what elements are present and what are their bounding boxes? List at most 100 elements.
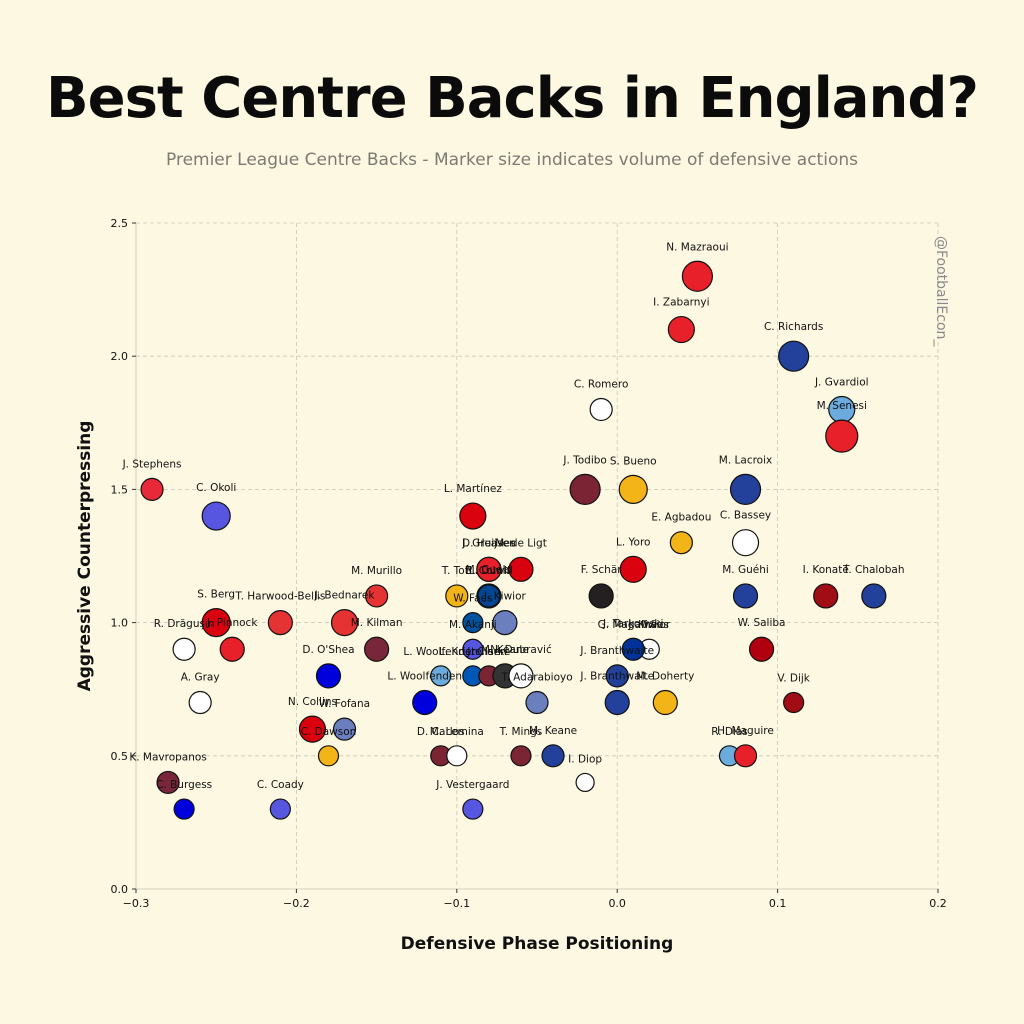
data-point-label: C. Romero	[574, 378, 628, 390]
data-point	[412, 689, 438, 716]
data-point-label: N. Collins	[288, 696, 337, 708]
data-point	[508, 556, 534, 582]
data-point	[748, 636, 775, 662]
data-point	[621, 637, 645, 661]
data-point-label: S. Bueno	[610, 455, 657, 467]
data-point-label: M. Guéhi	[466, 564, 513, 576]
chart-title: Best Centre Backs in England?	[46, 66, 979, 131]
data-point-label: J. Gvardiol	[814, 376, 869, 388]
y-tick-label: 2.5	[111, 217, 129, 230]
data-point	[669, 531, 693, 555]
data-point	[589, 397, 613, 422]
data-point	[365, 584, 389, 608]
data-point	[525, 690, 549, 715]
data-point	[588, 583, 614, 609]
data-point	[618, 474, 648, 504]
data-point	[733, 744, 758, 768]
data-point	[605, 664, 629, 688]
data-point	[269, 798, 291, 820]
data-point	[446, 745, 468, 767]
data-point-label: M. Murillo	[351, 565, 402, 577]
data-point-label: T. Mings	[499, 726, 543, 738]
data-point	[462, 798, 484, 820]
data-point-label: M. Senesi	[817, 400, 867, 412]
y-tick-label: 0.0	[111, 883, 129, 896]
data-point	[445, 584, 469, 608]
data-point	[477, 584, 501, 608]
data-point-label: L. Yoro	[616, 536, 650, 548]
data-point-label: J. Tarkowski	[602, 618, 663, 630]
chart-subtitle: Premier League Centre Backs - Marker siz…	[166, 150, 858, 170]
data-point	[652, 689, 678, 716]
data-point	[778, 340, 810, 372]
data-point-label: D. Carlos	[417, 726, 465, 738]
data-point	[219, 636, 245, 662]
data-point	[731, 529, 760, 557]
data-point-label: M. Guéhi	[722, 564, 769, 576]
data-point-label: N. Mazraoui	[666, 241, 728, 253]
data-point-label: J. Clarke	[466, 646, 510, 658]
data-point-label: T. Adarabioyo	[500, 672, 572, 684]
data-point	[667, 315, 695, 344]
data-point	[317, 745, 340, 767]
data-point-label: L. Kristensen	[439, 646, 507, 658]
x-tick-label: −0.1	[443, 897, 470, 910]
data-point-label: H. Maguire	[717, 725, 774, 737]
tick-labels: −0.3 −0.2 −0.1 0.0 0.1 0.2 0.0 0.5 1.0 1.5 2.0 2.5	[111, 217, 947, 910]
data-point-label: C. Burgess	[156, 779, 212, 791]
data-point-label: J. Kiwior	[483, 591, 527, 603]
data-point	[510, 745, 532, 767]
x-axis-label: Defensive Phase Positioning	[401, 934, 674, 954]
data-point-label: N. Dubravić	[490, 644, 552, 656]
data-point-label: W. Saliba	[738, 617, 786, 629]
data-point	[173, 798, 195, 820]
axes	[132, 222, 939, 893]
data-point	[575, 772, 595, 793]
data-point-label: M. Lacroix	[719, 454, 772, 466]
data-point	[825, 419, 859, 453]
data-point-label: M. Kilman	[351, 617, 403, 629]
data-point-label: C. Coady	[257, 779, 304, 791]
y-tick-label: 0.5	[111, 750, 129, 763]
data-point-label: C. Dawson	[301, 726, 357, 738]
data-point	[267, 609, 293, 636]
data-point	[508, 663, 534, 689]
data-point-label: J. Pinnock	[206, 617, 258, 629]
data-point-label: S. Berg	[197, 589, 235, 601]
data-point-label: R. Dias	[711, 726, 748, 738]
data-point	[729, 473, 762, 505]
data-point-label: M. Doherty	[636, 671, 694, 683]
data-point	[188, 690, 212, 715]
data-point-label: C. Okoli	[196, 482, 236, 494]
data-point	[604, 689, 630, 716]
data-point	[462, 611, 484, 634]
data-point-label: J. Branthwaite	[579, 671, 654, 683]
data-point-label: K. Mavropanos	[129, 751, 206, 763]
data-point	[569, 473, 601, 505]
data-point	[861, 583, 887, 609]
data-point-label: J. Branthwaite	[579, 645, 654, 657]
data-point	[541, 744, 565, 768]
y-axis-label: Aggressive Counterpressing	[75, 421, 95, 692]
data-point-label: C. Richards	[764, 321, 823, 333]
data-point-label: W. Faes	[453, 593, 492, 605]
data-points	[140, 260, 887, 820]
y-tick-label: 2.0	[111, 350, 129, 363]
data-point-label: M. de Ligt	[495, 537, 547, 549]
x-tick-label: 0.0	[608, 897, 626, 910]
data-point-label: D. O'Shea	[302, 644, 354, 656]
data-point-label: M. Lemina	[430, 726, 484, 738]
y-tick-label: 1.5	[111, 483, 129, 496]
data-point-label: V. Dijk	[777, 673, 810, 685]
data-point	[172, 637, 196, 661]
data-point	[430, 665, 452, 687]
data-point	[364, 636, 390, 662]
data-point	[783, 691, 805, 714]
data-point	[156, 770, 180, 795]
data-point	[140, 477, 164, 501]
x-tick-label: 0.2	[929, 897, 947, 910]
data-point-label: L. Martínez	[444, 483, 502, 495]
data-point-label: M. Akanji	[449, 619, 497, 631]
data-point-label: B. Colwill	[465, 565, 513, 577]
